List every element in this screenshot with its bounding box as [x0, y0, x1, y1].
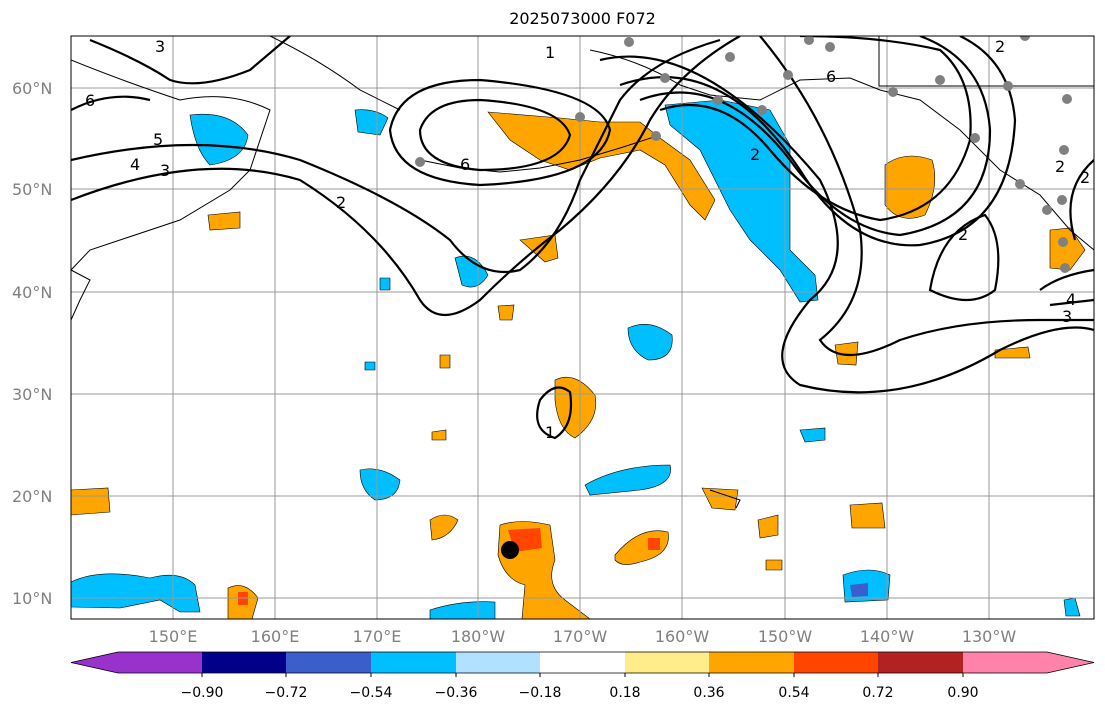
colorbar-segment [202, 652, 286, 673]
contour-label: 3 [160, 161, 170, 180]
strong-positive-shading [238, 528, 660, 605]
negative-anomaly-shading [71, 99, 1081, 619]
contour-label: 2 [336, 193, 346, 212]
contour-label: 3 [1062, 307, 1072, 326]
contour-label: 6 [460, 155, 470, 174]
lon-label: 180°W [451, 627, 506, 646]
colorbar-label: 0.54 [778, 685, 809, 701]
contour-label: 4 [1066, 290, 1076, 309]
contour-labels: 3 6 5 4 3 2 1 6 2 6 2 2 2 4 3 1 2 [85, 37, 1090, 442]
colorbar-segment [625, 652, 709, 673]
gridlines [71, 36, 1094, 619]
contour-label: 5 [153, 130, 163, 149]
contour-label: 2 [1055, 157, 1065, 176]
colorbar-label: −0.36 [435, 685, 478, 701]
coastlines [71, 36, 1094, 509]
colorbar-label: 0.18 [609, 685, 640, 701]
lon-label: 150°E [149, 627, 198, 646]
latitude-labels: 60°N 50°N 40°N 30°N 20°N 10°N [12, 79, 52, 608]
map-area: 3 6 5 4 3 2 1 6 2 6 2 2 2 4 3 1 2 [71, 36, 1094, 619]
lon-label: 160°W [655, 627, 710, 646]
colorbar-extend-low [71, 652, 202, 673]
longitude-labels: 150°E 160°E 170°E 180°W 170°W 160°W 150°… [149, 627, 1017, 646]
contour-label: 6 [826, 67, 836, 86]
contour-label: 2 [1080, 168, 1090, 187]
colorbar-segment [878, 652, 963, 673]
contour-label: 6 [85, 91, 95, 110]
lat-label: 40°N [12, 283, 52, 302]
colorbar-segment [371, 652, 456, 673]
colorbar-label: −0.90 [181, 685, 224, 701]
height-contours [71, 36, 1094, 440]
colorbar-extend-high [963, 652, 1094, 673]
purple-anomaly-shading [850, 583, 868, 597]
lat-label: 10°N [12, 589, 52, 608]
contour-label: 2 [750, 145, 760, 164]
lat-label: 30°N [12, 385, 52, 404]
storm-center-marker [501, 541, 519, 559]
colorbar-label: 0.90 [947, 685, 978, 701]
lon-label: 170°W [553, 627, 608, 646]
colorbar-segment [456, 652, 540, 673]
lon-label: 140°W [860, 627, 915, 646]
colorbar-label: −0.18 [519, 685, 562, 701]
contour-label: 1 [545, 43, 555, 62]
colorbar-segment [794, 652, 878, 673]
map-title: 2025073000 F072 [509, 9, 656, 28]
lon-label: 150°W [758, 627, 813, 646]
colorbar [70, 651, 1095, 677]
lat-label: 50°N [12, 180, 52, 199]
colorbar-segment [709, 652, 794, 673]
lon-label: 160°E [251, 627, 300, 646]
colorbar-segment [286, 652, 371, 673]
colorbar-label: 0.72 [862, 685, 893, 701]
colorbar-outline [70, 651, 1095, 674]
contour-label: 4 [130, 155, 140, 174]
lat-label: 60°N [12, 79, 52, 98]
lon-label: 170°E [353, 627, 402, 646]
colorbar-label: 0.36 [693, 685, 724, 701]
colorbar-segment [540, 652, 625, 673]
contour-label: 2 [995, 37, 1005, 56]
contour-label: 3 [155, 37, 165, 56]
lon-label: 130°W [962, 627, 1017, 646]
colorbar-labels: −0.90 −0.72 −0.54 −0.36 −0.18 0.18 0.36 … [181, 685, 979, 701]
contour-label: 1 [545, 423, 555, 442]
colorbar-label: −0.54 [350, 685, 393, 701]
contour-label: 2 [958, 225, 968, 244]
lat-label: 20°N [12, 487, 52, 506]
colorbar-label: −0.72 [265, 685, 308, 701]
map-frame [70, 35, 1095, 620]
station-markers [415, 36, 1072, 273]
